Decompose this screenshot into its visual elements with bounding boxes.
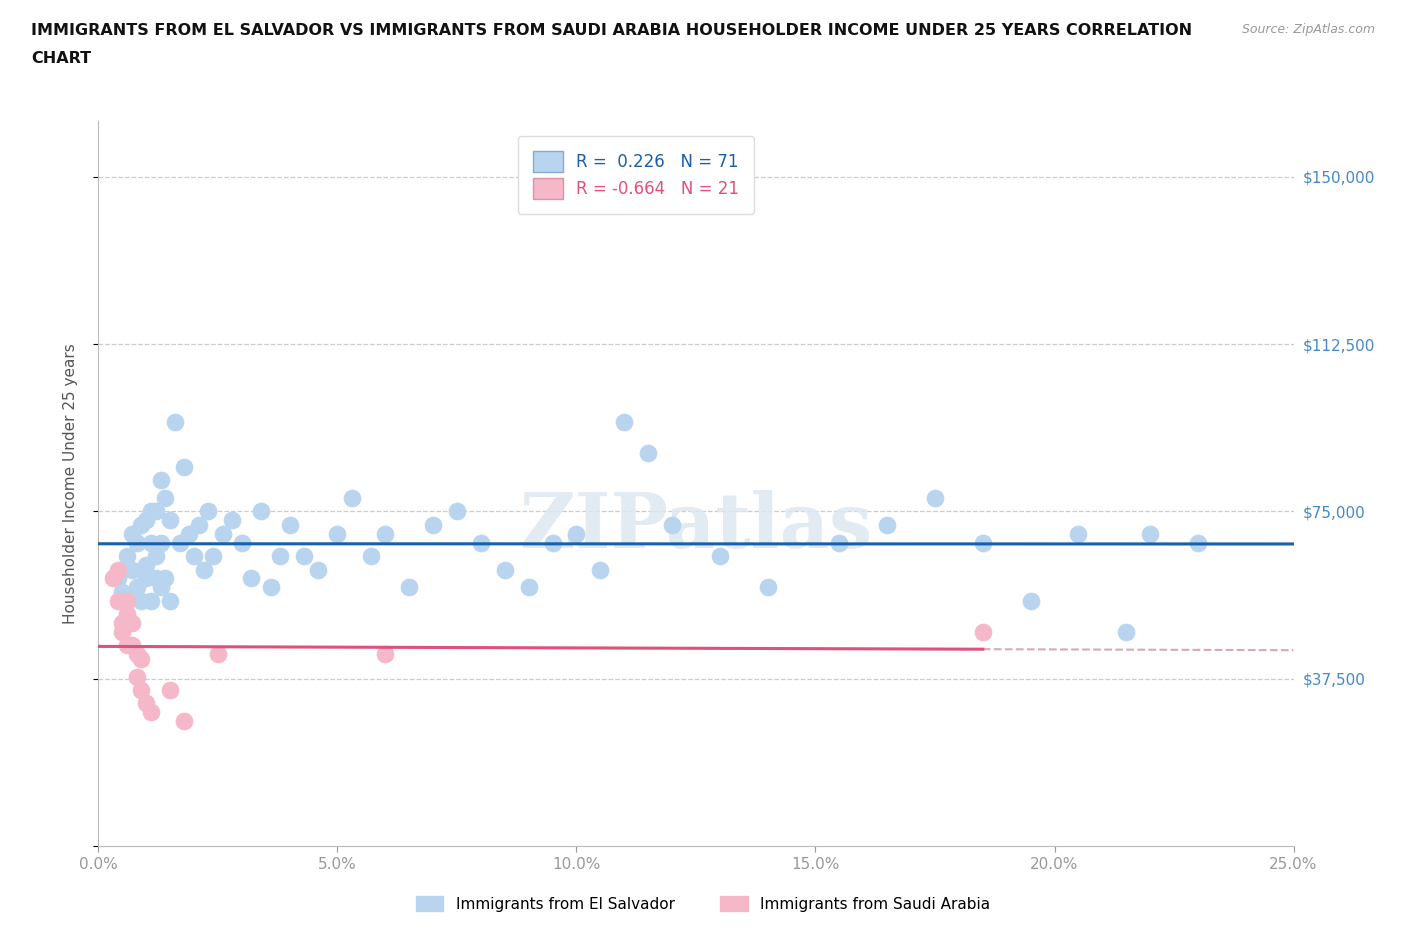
Point [155,491,177,506]
Point [145,549,167,564]
Point [115,593,138,608]
Point [307,562,329,577]
Point [278,517,301,532]
Point [115,549,138,564]
Point [565,526,588,541]
Point [207,647,229,662]
Point [107,562,129,577]
Point [250,504,273,519]
Point [183,549,205,564]
Point [139,593,162,608]
Point [159,593,181,608]
Point [1115,625,1137,640]
Point [924,491,946,506]
Point [135,571,157,586]
Point [149,536,172,551]
Point [179,526,201,541]
Point [159,513,181,528]
Point [135,513,157,528]
Y-axis label: Householder Income Under 25 years: Householder Income Under 25 years [63,343,77,624]
Point [661,517,683,532]
Point [125,647,148,662]
Point [173,714,195,729]
Point [374,526,396,541]
Point [145,571,167,586]
Point [121,616,143,631]
Point [121,526,143,541]
Point [221,513,243,528]
Point [111,584,134,599]
Point [111,625,134,640]
Point [613,415,636,430]
Point [972,625,994,640]
Point [111,616,134,631]
Point [589,562,612,577]
Point [107,593,129,608]
Point [259,580,281,595]
Point [1187,536,1209,551]
Point [876,517,898,532]
Point [756,580,779,595]
Point [135,558,157,573]
Point [446,504,468,519]
Point [115,638,138,653]
Point [422,517,444,532]
Point [292,549,315,564]
Point [972,536,994,551]
Point [231,536,253,551]
Point [1139,526,1161,541]
Point [541,536,564,551]
Point [398,580,420,595]
Point [135,696,157,711]
Point [145,504,167,519]
Point [1019,593,1042,608]
Point [107,571,129,586]
Point [139,536,162,551]
Point [131,517,153,532]
Text: ZIPatlas: ZIPatlas [519,490,873,565]
Point [1067,526,1090,541]
Point [125,670,148,684]
Point [131,651,153,666]
Point [155,571,177,586]
Point [494,562,516,577]
Point [202,549,225,564]
Text: Source: ZipAtlas.com: Source: ZipAtlas.com [1241,23,1375,36]
Point [211,526,233,541]
Point [131,593,153,608]
Point [163,415,186,430]
Point [240,571,263,586]
Point [709,549,731,564]
Point [193,562,215,577]
Point [517,580,540,595]
Legend: Immigrants from El Salvador, Immigrants from Saudi Arabia: Immigrants from El Salvador, Immigrants … [409,889,997,918]
Point [340,491,363,506]
Point [139,504,162,519]
Point [115,606,138,621]
Point [197,504,219,519]
Point [374,647,396,662]
Point [149,472,172,487]
Legend: R =  0.226   N = 71, R = -0.664   N = 21: R = 0.226 N = 71, R = -0.664 N = 21 [517,137,755,214]
Point [169,536,191,551]
Point [470,536,492,551]
Point [187,517,209,532]
Point [269,549,291,564]
Point [101,571,124,586]
Point [828,536,851,551]
Point [125,536,148,551]
Point [360,549,382,564]
Point [131,683,153,698]
Point [149,580,172,595]
Point [637,446,659,461]
Point [125,580,148,595]
Point [159,683,181,698]
Text: IMMIGRANTS FROM EL SALVADOR VS IMMIGRANTS FROM SAUDI ARABIA HOUSEHOLDER INCOME U: IMMIGRANTS FROM EL SALVADOR VS IMMIGRANT… [31,23,1192,38]
Point [173,459,195,474]
Point [326,526,349,541]
Text: CHART: CHART [31,51,91,66]
Point [121,562,143,577]
Point [121,638,143,653]
Point [139,705,162,720]
